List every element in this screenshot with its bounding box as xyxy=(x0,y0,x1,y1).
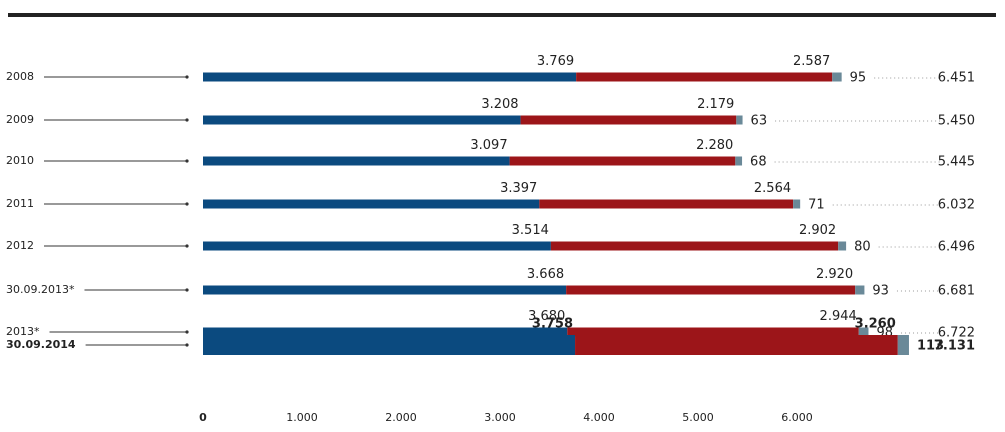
bar-segment xyxy=(203,241,551,251)
value-label: 3.680 xyxy=(528,309,565,324)
total-label: 5.450 xyxy=(938,114,975,129)
value-label: 3.758 xyxy=(532,317,573,332)
total-label: 5.445 xyxy=(938,155,975,170)
bar-segment xyxy=(832,72,842,82)
total-label: 6.496 xyxy=(938,240,975,255)
value-label: 3.514 xyxy=(512,223,549,238)
leader-dot xyxy=(185,330,189,334)
category-label: 2012 xyxy=(6,239,34,252)
category-label: 30.09.2014 xyxy=(6,338,76,351)
bar-segment xyxy=(838,241,847,251)
value-label: 3.668 xyxy=(527,267,564,282)
leader-dot xyxy=(185,75,189,79)
value-label: 80 xyxy=(854,240,871,255)
bar-segment xyxy=(793,199,801,209)
x-tick-label: 6.000 xyxy=(781,411,813,424)
leader-dot xyxy=(185,244,189,248)
bar-segment xyxy=(203,156,510,166)
bar-segment xyxy=(203,285,567,295)
value-label: 2.179 xyxy=(697,97,734,112)
x-tick-label: 3.000 xyxy=(484,411,516,424)
total-label: 6.722 xyxy=(938,326,975,341)
value-label: 3.208 xyxy=(481,97,518,112)
value-label: 2.920 xyxy=(816,267,853,282)
value-label: 95 xyxy=(850,71,867,86)
total-label: 6.032 xyxy=(938,198,975,213)
x-tick-label: 4.000 xyxy=(583,411,615,424)
bar-segment xyxy=(203,199,540,209)
bar-segment xyxy=(736,115,743,125)
bar-segment xyxy=(203,327,568,337)
value-label: 2.944 xyxy=(820,309,857,324)
x-tick-label: 5.000 xyxy=(682,411,714,424)
category-label: 2010 xyxy=(6,154,34,167)
category-label: 2008 xyxy=(6,70,34,83)
bar-segment xyxy=(735,156,743,166)
value-label: 93 xyxy=(872,284,889,299)
leader-dot xyxy=(185,288,189,292)
bar-segment xyxy=(520,115,737,125)
x-tick-label: 1.000 xyxy=(286,411,318,424)
total-label: 6.451 xyxy=(938,71,975,86)
value-label: 2.587 xyxy=(793,54,830,69)
bar-segment xyxy=(576,72,833,82)
value-label: 3.260 xyxy=(855,317,896,332)
value-label: 3.097 xyxy=(470,138,507,153)
value-label: 2.902 xyxy=(799,223,836,238)
leader-dot xyxy=(185,202,189,206)
value-label: 2.280 xyxy=(696,138,733,153)
value-label: 2.564 xyxy=(754,181,791,196)
x-tick-label: 2.000 xyxy=(385,411,417,424)
x-tick-label: 0 xyxy=(199,411,207,424)
value-label: 3.397 xyxy=(500,181,537,196)
category-label: 2009 xyxy=(6,113,34,126)
category-label: 2011 xyxy=(6,197,34,210)
bar-segment xyxy=(203,335,576,355)
value-label: 113 xyxy=(917,339,944,354)
bar-segment xyxy=(897,335,909,355)
bar-segment xyxy=(550,241,839,251)
value-label: 3.769 xyxy=(537,54,574,69)
leader-dot xyxy=(185,159,189,163)
value-label: 68 xyxy=(750,155,767,170)
top-rule xyxy=(8,13,996,17)
value-label: 71 xyxy=(808,198,825,213)
bar-segment xyxy=(539,199,794,209)
bar-segment xyxy=(855,285,865,295)
total-label: 6.681 xyxy=(938,284,975,299)
bar-segment xyxy=(509,156,736,166)
category-label: 30.09.2013* xyxy=(6,283,75,296)
leader-dot xyxy=(185,118,189,122)
category-label: 2013* xyxy=(6,325,40,338)
leader-dot xyxy=(185,343,189,347)
total-label: 7.131 xyxy=(934,339,975,354)
bar-segment xyxy=(203,72,577,82)
bar-segment xyxy=(567,327,859,337)
bar-segment xyxy=(203,115,521,125)
bar-segment xyxy=(575,335,898,355)
bar-segment xyxy=(858,327,869,337)
value-label: 63 xyxy=(751,114,768,129)
bar-segment xyxy=(566,285,856,295)
